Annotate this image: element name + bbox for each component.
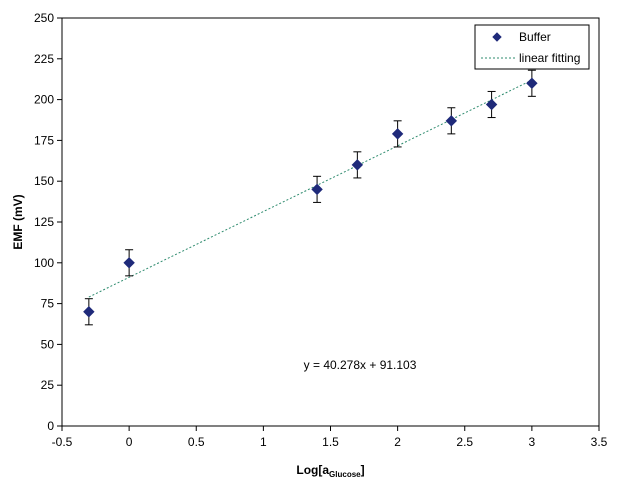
x-tick-label: 1.5 <box>322 435 339 449</box>
data-point <box>445 115 458 127</box>
y-tick-label: 75 <box>41 297 55 311</box>
data-point <box>526 77 538 89</box>
x-tick-label: 0 <box>126 435 133 449</box>
y-tick-label: 200 <box>34 93 54 107</box>
fit-equation: y = 40.278x + 91.103 <box>304 358 417 372</box>
y-tick-label: 225 <box>34 52 54 66</box>
data-point <box>123 257 135 269</box>
y-axis-title: EMF (mV) <box>11 194 25 249</box>
y-tick-label: 50 <box>41 337 55 351</box>
y-tick-label: 150 <box>34 174 54 188</box>
data-point <box>83 306 95 318</box>
legend-label-buffer: Buffer <box>519 30 551 44</box>
x-tick-label: 0.5 <box>188 435 205 449</box>
x-tick-label: 1 <box>260 435 267 449</box>
x-tick-label: 3 <box>529 435 536 449</box>
x-tick-label: 2.5 <box>456 435 473 449</box>
legend-marker-buffer <box>492 32 502 42</box>
x-tick-label: 3.5 <box>591 435 608 449</box>
plot-area <box>61 17 600 427</box>
legend-box <box>474 24 590 70</box>
y-tick-label: 250 <box>34 11 54 25</box>
y-tick-label: 175 <box>34 133 54 147</box>
legend-label-fit: linear fitting <box>519 51 580 65</box>
data-point <box>485 98 498 111</box>
x-tick-label: 2 <box>394 435 401 449</box>
y-tick-label: 25 <box>41 378 55 392</box>
y-tick-label: 0 <box>47 419 54 433</box>
x-axis-title: Log[aGlucose] <box>296 463 364 479</box>
data-point <box>391 128 404 140</box>
y-tick-label: 100 <box>34 256 54 270</box>
data-point <box>351 159 364 171</box>
y-tick-label: 125 <box>34 215 54 229</box>
x-tick-label: -0.5 <box>52 435 73 449</box>
data-point <box>311 183 323 196</box>
